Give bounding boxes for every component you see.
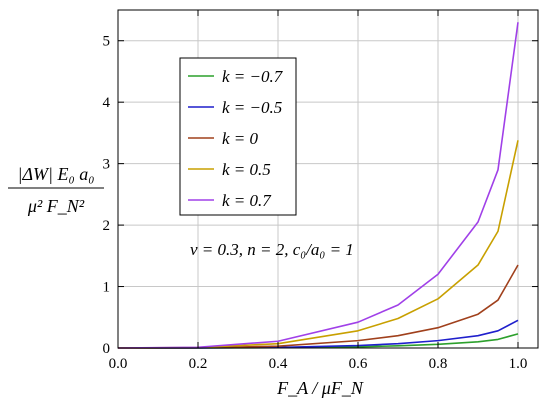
- series-line: [117, 140, 519, 349]
- y-axis-label-numerator: |ΔW| E₀ a₀: [18, 164, 95, 184]
- x-tick-label: 0.8: [429, 356, 448, 372]
- y-tick-label: 5: [103, 34, 111, 50]
- y-axis-label-denominator: μ² F_N²: [27, 196, 85, 216]
- y-tick-label: 2: [103, 218, 111, 234]
- y-tick-label: 0: [103, 341, 111, 357]
- axis-ticks: 0.0 0.2 0.4 0.6 0.8 1.0 0 1 2 3 4 5: [103, 10, 538, 372]
- legend-label: k = 0.5: [222, 160, 271, 179]
- x-tick-label: 0.6: [349, 356, 368, 372]
- legend-label: k = 0.7: [222, 191, 272, 210]
- series-line: [117, 264, 519, 349]
- plot-frame: [117, 9, 539, 349]
- legend-label: k = 0: [222, 129, 259, 148]
- x-tick-label: 0.2: [189, 356, 208, 372]
- y-tick-label: 4: [103, 95, 111, 111]
- legend-box: [179, 57, 297, 216]
- series-lines: [117, 22, 519, 349]
- series-line: [117, 22, 519, 349]
- y-tick-label: 1: [103, 280, 111, 296]
- x-tick-label: 0.4: [269, 356, 288, 372]
- legend: k = −0.7 k = −0.5 k = 0 k = 0.5 k = 0.7: [179, 57, 297, 216]
- legend-label: k = −0.5: [222, 98, 282, 117]
- y-axis-label: |ΔW| E₀ a₀ μ² F_N²: [8, 164, 104, 216]
- y-tick-label: 3: [103, 157, 111, 173]
- legend-label: k = −0.7: [222, 67, 284, 86]
- parameter-annotation: ν = 0.3, n = 2, c₀/a₀ = 1: [190, 240, 354, 259]
- x-axis-label: F_A / μF_N: [276, 378, 364, 398]
- x-tick-label: 0.0: [109, 356, 128, 372]
- x-tick-label: 1.0: [509, 356, 528, 372]
